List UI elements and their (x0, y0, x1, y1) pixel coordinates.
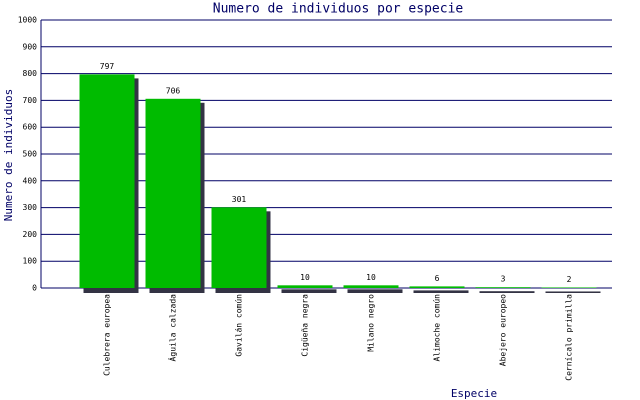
bar (541, 287, 597, 288)
data-label: 10 (366, 273, 376, 282)
bar (277, 285, 333, 288)
y-tick-label: 500 (23, 150, 38, 159)
y-tick-label: 100 (23, 257, 38, 266)
y-tick-label: 300 (23, 203, 38, 212)
x-tick-label: Cernícalo primilla (565, 294, 574, 381)
y-tick-label: 0 (32, 284, 37, 293)
data-label: 3 (501, 275, 506, 284)
chart-title: Numero de individuos por especie (213, 2, 464, 17)
y-tick-label: 800 (23, 69, 38, 78)
y-axis-label: Numero de individuos (2, 89, 15, 221)
bar (475, 287, 531, 288)
bar-shadow (413, 290, 469, 293)
y-tick-label: 400 (23, 176, 38, 185)
x-tick-label: Águila calzada (167, 294, 178, 362)
bar (79, 74, 135, 289)
x-tick-label: Milano negro (367, 294, 376, 352)
x-axis-label: Especie (451, 387, 497, 400)
data-label: 10 (300, 273, 310, 282)
bar (409, 286, 465, 288)
bar-shadow (479, 291, 535, 293)
y-tick-label: 700 (23, 96, 38, 105)
y-tick-label: 1000 (18, 16, 37, 25)
x-tick-label: Culebrera europea (103, 294, 112, 376)
data-label: 706 (166, 86, 181, 95)
data-label: 797 (100, 62, 115, 71)
x-tick-label: Cigüeña negra (301, 294, 310, 357)
bar (211, 207, 267, 288)
bar-shadow (347, 289, 403, 293)
bar (145, 98, 201, 289)
y-tick-label: 200 (23, 230, 38, 239)
x-tick-label: Abejero europeo (499, 294, 508, 366)
bar (343, 285, 399, 288)
y-tick-label: 600 (23, 123, 38, 132)
x-tick-label: Alimoche común (433, 294, 442, 362)
data-label: 6 (435, 274, 440, 283)
data-label: 301 (232, 195, 247, 204)
x-tick-label: Gavilán común (235, 294, 244, 357)
bar-shadow (545, 291, 601, 293)
bar-shadow (281, 289, 337, 293)
data-label: 2 (567, 275, 572, 284)
y-tick-label: 900 (23, 42, 38, 51)
